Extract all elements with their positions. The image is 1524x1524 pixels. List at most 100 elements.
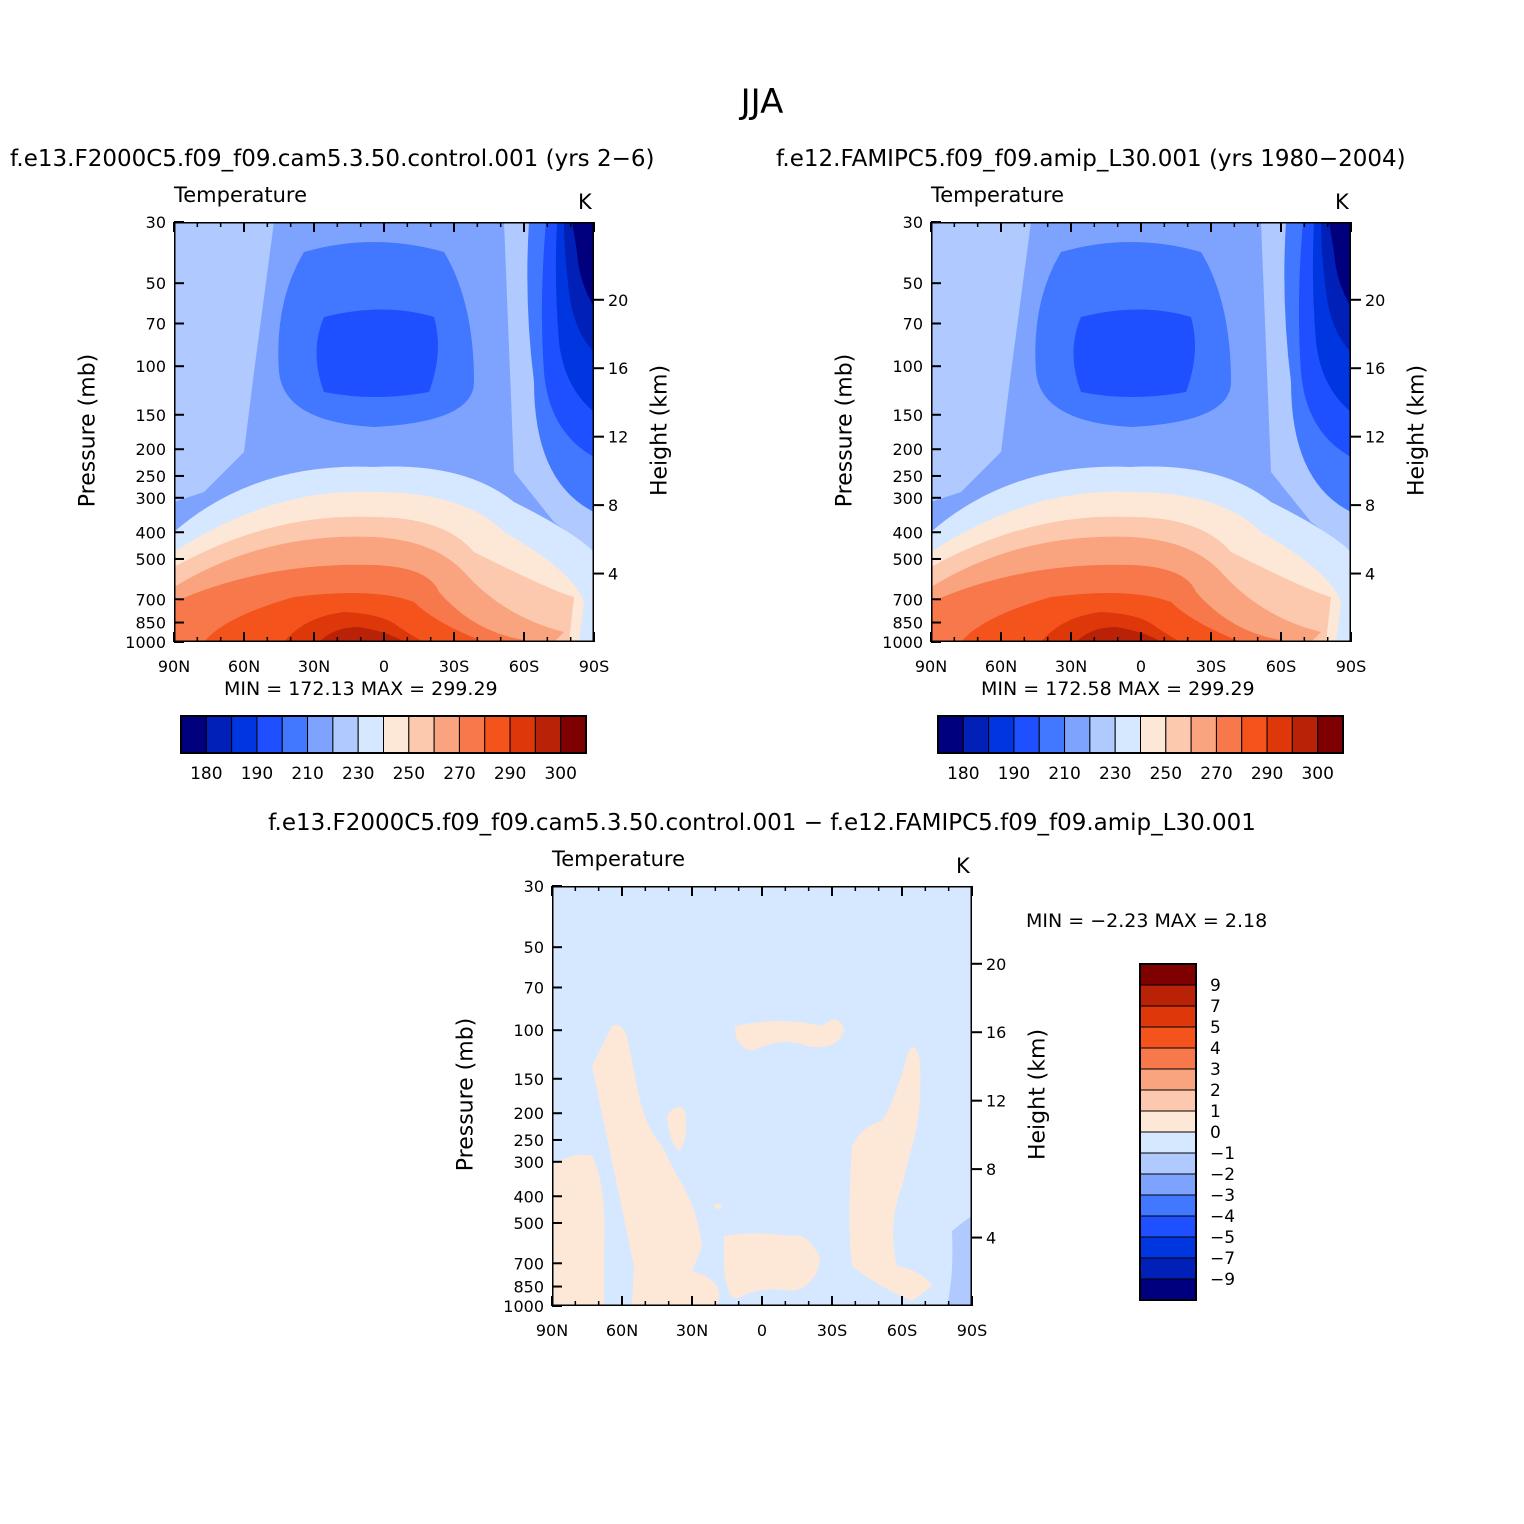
colorbar-box xyxy=(1139,963,1197,986)
height-tick-label: 8 xyxy=(1365,496,1375,515)
pressure-tick-label: 30 xyxy=(524,877,544,896)
x-tick-label: 30N xyxy=(676,1321,708,1340)
pressure-tick-label: 200 xyxy=(135,440,166,459)
colorbar-label: 190 xyxy=(998,764,1030,784)
x-tick-label: 30S xyxy=(817,1321,848,1340)
colorbar-label: 190 xyxy=(241,764,273,784)
colorbar-label: 4 xyxy=(1210,1039,1221,1059)
min-max-label: MIN = −2.23 MAX = 2.18 xyxy=(1026,910,1268,932)
pressure-tick-label: 30 xyxy=(146,213,166,232)
colorbar-box xyxy=(1139,1047,1197,1070)
colorbar-label: 230 xyxy=(342,764,374,784)
x-tick-label: 90S xyxy=(957,1321,988,1340)
colorbar-label: 180 xyxy=(190,764,222,784)
pressure-tick-label: 400 xyxy=(513,1187,544,1206)
colorbar-label: −1 xyxy=(1210,1144,1235,1164)
colorbar-label: 2 xyxy=(1210,1081,1221,1101)
colorbar-box xyxy=(1139,1152,1197,1175)
pressure-tick-label: 200 xyxy=(892,440,923,459)
colorbar-label: 5 xyxy=(1210,1018,1221,1038)
colorbar-label: 300 xyxy=(1301,764,1333,784)
colorbar-box xyxy=(1190,715,1217,754)
colorbar-box xyxy=(281,715,309,754)
pressure-tick-label: 70 xyxy=(903,314,923,333)
pressure-tick-label: 30 xyxy=(903,213,923,232)
x-tick-label: 90N xyxy=(915,657,947,676)
pressure-tick-label: 50 xyxy=(146,274,166,293)
colorbar-box xyxy=(534,715,562,754)
colorbar-box xyxy=(1139,1089,1197,1112)
colorbar-box xyxy=(1139,984,1197,1007)
height-tick-label: 8 xyxy=(986,1160,996,1179)
pressure-tick-label: 70 xyxy=(524,978,544,997)
pressure-tick-label: 100 xyxy=(135,357,166,376)
colorbar-label: −2 xyxy=(1210,1165,1235,1185)
height-tick-label: 4 xyxy=(608,565,618,584)
height-tick-label: 12 xyxy=(1365,428,1385,447)
panel-units-label: K xyxy=(956,854,970,878)
colorbar-box xyxy=(1266,715,1293,754)
x-tick-label: 30N xyxy=(1055,657,1087,676)
colorbar-box xyxy=(1139,1068,1197,1091)
colorbar-box xyxy=(1013,715,1040,754)
x-tick-label: 90N xyxy=(536,1321,568,1340)
colorbar-box xyxy=(205,715,233,754)
pressure-tick-label: 1000 xyxy=(503,1297,544,1316)
case-name-right: f.e12.FAMIPC5.f09_f09.amip_L30.001 (yrs … xyxy=(776,146,1406,172)
x-tick-label: 0 xyxy=(379,657,389,676)
colorbar-label: 230 xyxy=(1099,764,1131,784)
min-max-label: MIN = 172.13 MAX = 299.29 xyxy=(224,678,498,700)
contour-plot-difference xyxy=(552,886,972,1306)
pressure-tick-label: 700 xyxy=(892,590,923,609)
pressure-tick-label: 150 xyxy=(513,1070,544,1089)
colorbar-frame xyxy=(180,715,587,754)
pressure-tick-label: 150 xyxy=(135,406,166,425)
colorbar-box xyxy=(1317,715,1344,754)
pressure-tick-label: 850 xyxy=(135,614,166,633)
pressure-tick-label: 300 xyxy=(135,489,166,508)
pressure-tick-label: 250 xyxy=(513,1131,544,1150)
colorbar-box xyxy=(962,715,990,754)
height-tick-label: 12 xyxy=(986,1092,1006,1111)
x-tick-label: 90S xyxy=(1336,657,1367,676)
colorbar-box xyxy=(1038,715,1066,754)
colorbar-box xyxy=(1064,715,1091,754)
x-tick-label: 30N xyxy=(298,657,330,676)
contour-plot-control xyxy=(174,222,594,642)
colorbar-label: −3 xyxy=(1210,1186,1235,1206)
colorbar-box xyxy=(1139,1173,1197,1196)
colorbar-box xyxy=(1089,715,1116,754)
x-tick-label: 60S xyxy=(509,657,540,676)
colorbar-label: 290 xyxy=(494,764,526,784)
colorbar-label: 250 xyxy=(393,764,425,784)
colorbar-label: 0 xyxy=(1210,1123,1221,1143)
panel-variable-label: Temperature xyxy=(174,183,308,207)
difference-title: f.e13.F2000C5.f09_f09.cam5.3.50.control.… xyxy=(268,810,1256,836)
height-tick-label: 16 xyxy=(1365,359,1385,378)
height-tick-label: 20 xyxy=(1365,291,1385,310)
x-tick-label: 60N xyxy=(606,1321,638,1340)
x-tick-label: 60N xyxy=(985,657,1017,676)
colorbar-label: 210 xyxy=(1048,764,1080,784)
height-tick-label: 8 xyxy=(608,496,618,515)
pressure-tick-label: 300 xyxy=(513,1153,544,1172)
colorbar-box xyxy=(560,715,587,754)
colorbar-box xyxy=(1291,715,1319,754)
colorbar-label: 180 xyxy=(947,764,979,784)
pressure-tick-label: 1000 xyxy=(125,633,166,652)
x-tick-label: 60N xyxy=(228,657,260,676)
colorbar-frame xyxy=(937,715,1344,754)
colorbar-label: −9 xyxy=(1210,1270,1235,1290)
pressure-tick-label: 500 xyxy=(513,1214,544,1233)
pressure-tick-label: 400 xyxy=(135,523,166,542)
pressure-tick-label: 1000 xyxy=(882,633,923,652)
x-tick-label: 0 xyxy=(757,1321,767,1340)
pressure-tick-label: 300 xyxy=(892,489,923,508)
colorbar-box xyxy=(433,715,460,754)
height-tick-label: 20 xyxy=(608,291,628,310)
colorbar-box xyxy=(509,715,536,754)
pressure-tick-label: 70 xyxy=(146,314,166,333)
pressure-tick-label: 400 xyxy=(892,523,923,542)
figure-title: JJA xyxy=(740,82,784,122)
